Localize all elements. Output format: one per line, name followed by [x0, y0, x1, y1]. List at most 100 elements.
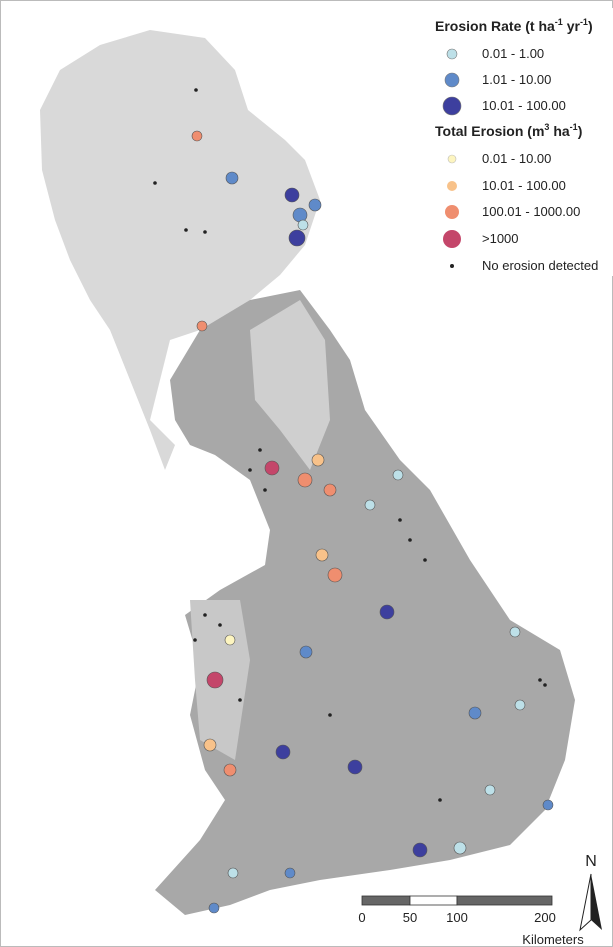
- site-marker: [468, 706, 482, 720]
- site-marker: [258, 448, 262, 452]
- site-marker: [284, 187, 300, 203]
- site-marker: [412, 842, 428, 858]
- legend-swatch: [447, 154, 457, 164]
- site-marker: [224, 634, 236, 646]
- site-marker: [315, 548, 329, 562]
- site-marker: [284, 867, 296, 879]
- legend-label: 10.01 - 100.00: [482, 178, 566, 193]
- arrow-half: [591, 874, 602, 930]
- site-marker: [543, 683, 547, 687]
- site-marker: [328, 713, 332, 717]
- title-part: ha: [549, 123, 569, 139]
- title-part: ): [588, 18, 593, 34]
- legend-label: 10.01 - 100.00: [482, 98, 566, 113]
- site-marker: [263, 488, 267, 492]
- scale-unit: Kilometers: [522, 932, 584, 947]
- legend-label: 1.01 - 10.00: [482, 72, 551, 87]
- site-marker: [423, 558, 427, 562]
- site-marker: [347, 759, 363, 775]
- site-marker: [288, 229, 306, 247]
- site-marker: [203, 613, 207, 617]
- scale-label: 50: [403, 910, 417, 925]
- site-marker: [191, 130, 203, 142]
- site-marker: [398, 518, 402, 522]
- site-marker: [509, 626, 521, 638]
- legend-swatch: [450, 264, 454, 268]
- site-marker: [225, 171, 239, 185]
- legend-label: 0.01 - 10.00: [482, 151, 551, 166]
- arrow-half: [579, 873, 592, 932]
- scotland-land: [40, 30, 320, 470]
- site-marker: [311, 453, 325, 467]
- scale-segment: [361, 895, 411, 906]
- upland-area: [250, 300, 330, 470]
- legend-swatch: [444, 72, 460, 88]
- site-marker: [218, 623, 222, 627]
- legend-swatch: [442, 96, 462, 116]
- legend-swatch: [443, 230, 461, 248]
- site-marker: [206, 671, 224, 689]
- legend-swatch: [445, 205, 459, 219]
- site-marker: [203, 738, 217, 752]
- site-marker: [248, 468, 252, 472]
- scale-label: 100: [446, 910, 468, 925]
- site-marker: [308, 198, 322, 212]
- scale-bar: 0 50 100 200 Kilometers: [358, 895, 584, 947]
- site-marker: [297, 219, 309, 231]
- no-erosion-markers: [153, 88, 547, 802]
- title-sup: -1: [570, 122, 578, 132]
- title-part: yr: [563, 18, 581, 34]
- site-marker: [542, 799, 554, 811]
- legend-swatch: [446, 48, 458, 60]
- site-marker: [196, 320, 208, 332]
- legend-swatch: [447, 181, 457, 191]
- legend-title: Total Erosion (m3 ha-1): [435, 122, 582, 139]
- legend-label: 0.01 - 1.00: [482, 46, 544, 61]
- north-label: N: [585, 853, 597, 870]
- site-marker: [203, 230, 207, 234]
- legend-label: No erosion detected: [482, 258, 598, 273]
- site-marker: [299, 645, 313, 659]
- site-marker: [323, 483, 337, 497]
- legend-title: Erosion Rate (t ha-1 yr-1): [435, 17, 593, 34]
- site-marker: [194, 88, 198, 92]
- title-sup: 3: [544, 122, 549, 132]
- scale-segment: [456, 895, 553, 906]
- england-wales-land: [155, 290, 575, 915]
- site-marker: [484, 784, 496, 796]
- site-marker: [208, 902, 220, 914]
- title-part: Total Erosion (m: [435, 123, 544, 139]
- site-marker: [327, 567, 343, 583]
- title-sup: -1: [555, 17, 563, 27]
- site-marker: [193, 638, 197, 642]
- site-marker: [538, 678, 542, 682]
- site-marker: [364, 499, 376, 511]
- scale-label: 0: [358, 910, 365, 925]
- legend-label: 100.01 - 1000.00: [482, 204, 580, 219]
- site-marker: [264, 460, 280, 476]
- title-sup: -1: [580, 17, 588, 27]
- site-marker: [379, 604, 395, 620]
- title-part: Erosion Rate (t ha: [435, 18, 555, 34]
- site-marker: [275, 744, 291, 760]
- site-marker: [514, 699, 526, 711]
- title-part: ): [578, 123, 583, 139]
- site-marker: [223, 763, 237, 777]
- site-marker: [184, 228, 188, 232]
- site-marker: [227, 867, 239, 879]
- north-arrow: N: [579, 853, 602, 932]
- site-marker: [453, 841, 467, 855]
- site-marker: [392, 469, 404, 481]
- site-markers: [191, 130, 554, 914]
- site-marker: [238, 698, 242, 702]
- site-marker: [297, 472, 313, 488]
- scale-label: 200: [534, 910, 556, 925]
- scale-segment: [409, 895, 458, 906]
- site-marker: [292, 207, 308, 223]
- site-marker: [153, 181, 157, 185]
- legend-label: >1000: [482, 231, 519, 246]
- site-marker: [438, 798, 442, 802]
- site-marker: [408, 538, 412, 542]
